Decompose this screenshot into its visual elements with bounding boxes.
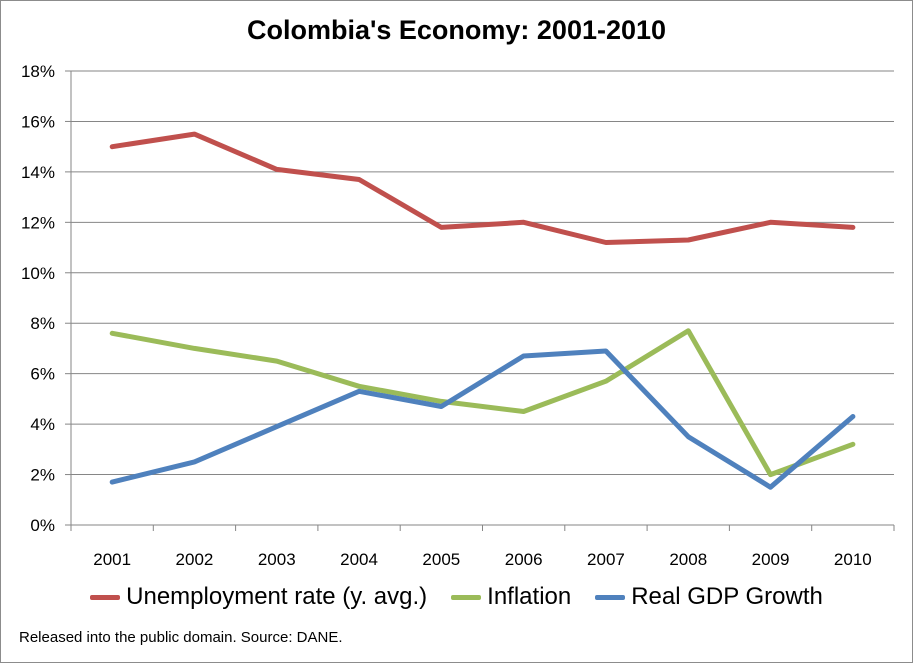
legend-item-inflation: Inflation — [451, 583, 571, 611]
legend-swatch-inflation — [451, 594, 482, 600]
y-tick-label: 6% — [30, 365, 55, 384]
x-tick-label: 2005 — [422, 550, 460, 569]
legend-swatch-unemployment — [90, 594, 121, 600]
x-tick-label: 2008 — [669, 550, 707, 569]
source-footnote: Released into the public domain. Source:… — [19, 629, 343, 646]
y-tick-label: 8% — [30, 314, 55, 333]
x-tick-label: 2010 — [834, 550, 872, 569]
y-tick-label: 12% — [21, 213, 55, 232]
y-tick-label: 18% — [21, 62, 55, 81]
y-tick-label: 4% — [30, 415, 55, 434]
series-line-0 — [109, 131, 856, 245]
y-tick-label: 10% — [21, 264, 55, 283]
x-tick-label: 2004 — [340, 550, 378, 569]
legend-label-unemployment: Unemployment rate (y. avg.) — [126, 583, 428, 610]
series-line-1 — [109, 328, 856, 478]
line-chart: 0% 2% 4% 6% 8% 10% 12% 14% 16% 18% 2001 2002 2003 200… — [21, 62, 895, 569]
legend-label-inflation: Inflation — [487, 583, 572, 610]
legend-label-gdp: Real GDP Growth — [631, 583, 823, 610]
y-tick-label: 0% — [30, 516, 55, 535]
legend-item-gdp: Real GDP Growth — [595, 583, 823, 611]
legend-item-unemployment: Unemployment rate (y. avg.) — [90, 583, 427, 611]
legend-swatch-gdp — [595, 594, 626, 600]
y-tick-label: 2% — [30, 466, 55, 485]
legend: Unemployment rate (y. avg.) Inflation Re… — [1, 583, 912, 611]
y-tick-label: 16% — [21, 112, 55, 131]
x-tick-label: 2001 — [93, 550, 131, 569]
y-tick-label: 14% — [21, 163, 55, 182]
series-line-2 — [109, 348, 856, 490]
x-tick-label: 2006 — [505, 550, 543, 569]
x-tick-label: 2007 — [587, 550, 625, 569]
x-tick-label: 2003 — [258, 550, 296, 569]
chart-title: Colombia's Economy: 2001-2010 — [246, 15, 667, 45]
x-tick-label: 2002 — [176, 550, 214, 569]
x-tick-label: 2009 — [752, 550, 790, 569]
